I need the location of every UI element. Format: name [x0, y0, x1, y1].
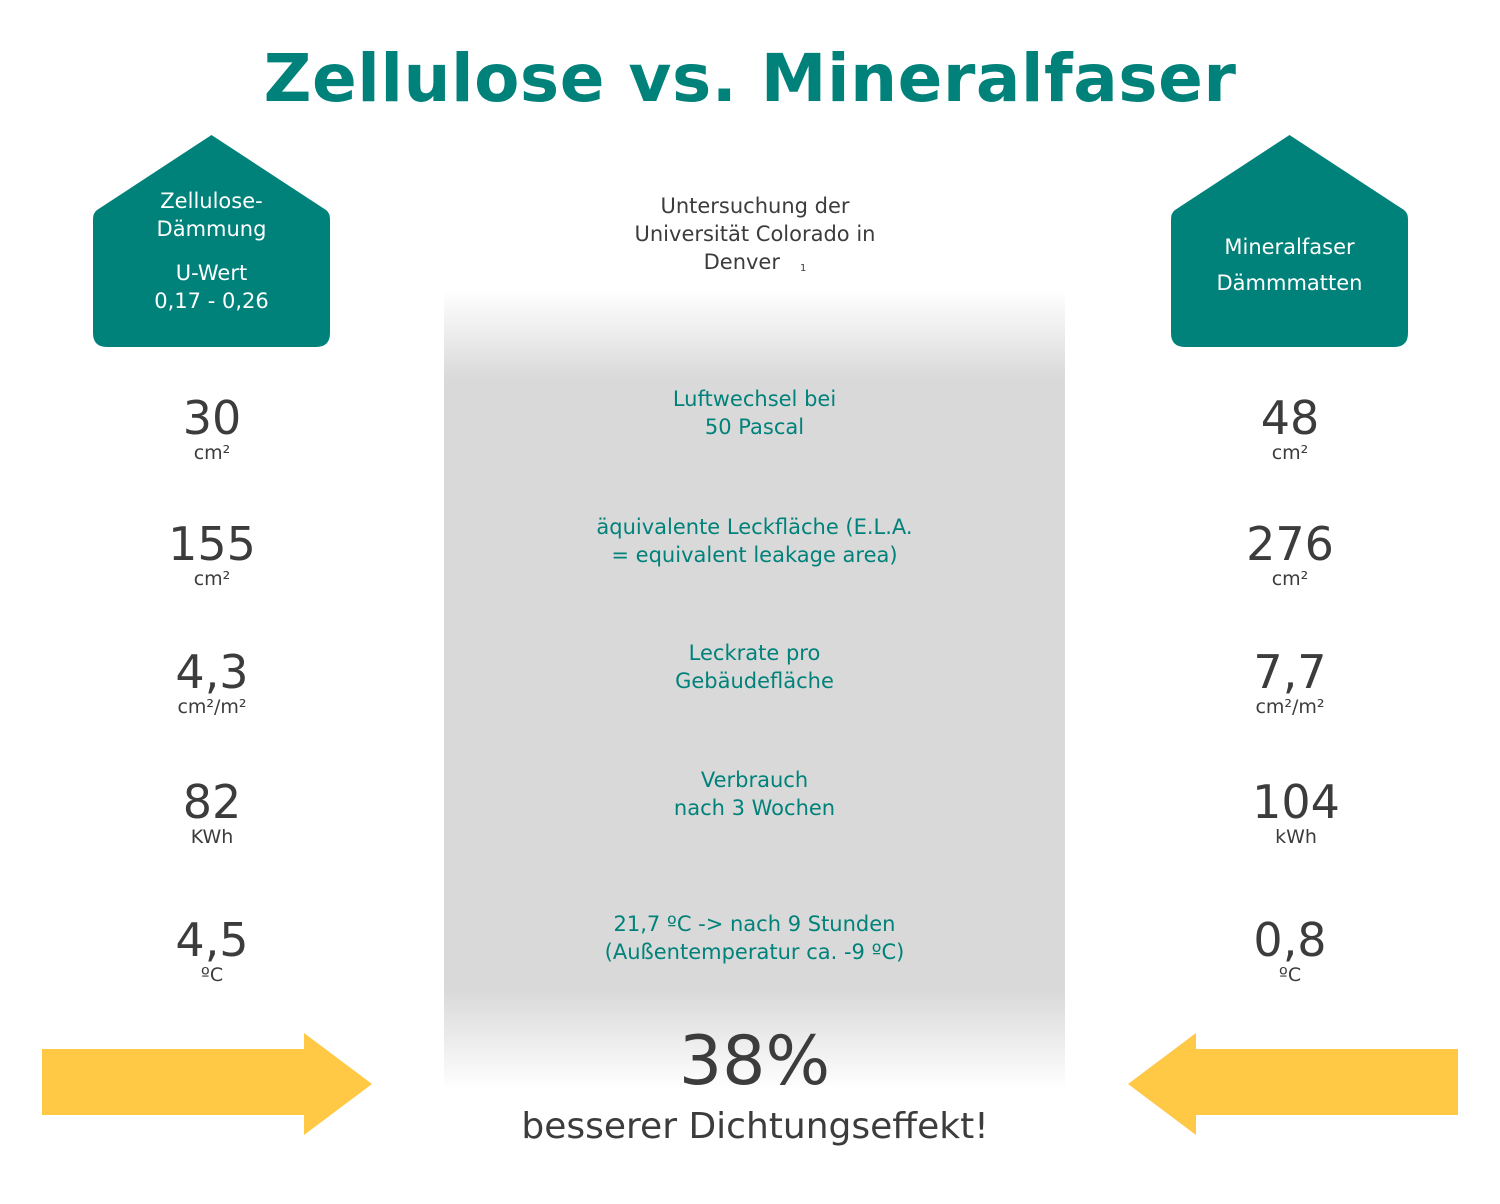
value-unit: cm²: [1271, 442, 1309, 464]
label-line1: Verbrauch: [700, 768, 809, 792]
value-unit: cm²: [193, 442, 231, 464]
label-line1: Leckrate pro: [688, 641, 821, 665]
value-number: 7,7: [1253, 645, 1327, 699]
house-label-line1: Mineralfaser: [1224, 235, 1355, 259]
right-value-row4: 104 kWh: [1196, 777, 1396, 847]
label-line2: nach 3 Wochen: [673, 796, 836, 820]
label-line1: Luftwechsel bei: [672, 387, 837, 411]
label-line2: = equivalent leakage area): [611, 543, 898, 567]
arrow-left-icon: [1128, 1033, 1458, 1135]
value-number: 48: [1260, 391, 1320, 445]
comparison-panel: [444, 290, 1065, 1090]
left-value-row2: 155 cm²: [112, 519, 312, 589]
result-claim: besserer Dichtungseffekt!: [521, 1106, 989, 1147]
left-value-row5: 4,5 ºC: [112, 915, 312, 985]
row-label-leckrate: Leckrate pro Gebäudefläche: [444, 639, 1065, 695]
source-line2: Universität Colorado in: [634, 222, 876, 246]
right-value-row5: 0,8 ºC: [1190, 915, 1390, 985]
left-value-row3: 4,3 cm²/m²: [112, 647, 312, 717]
row-label-temperatur: 21,7 ºC -> nach 9 Stunden (Außentemperat…: [444, 910, 1065, 966]
value-number: 276: [1246, 517, 1334, 571]
value-number: 4,5: [175, 913, 249, 967]
value-unit: cm²: [193, 568, 231, 590]
page-title: Zellulose vs. Mineralfaser: [263, 40, 1237, 117]
value-number: 82: [182, 775, 242, 829]
row-label-luftwechsel: Luftwechsel bei 50 Pascal: [444, 385, 1065, 441]
row-label-leckflaeche: äquivalente Leckfläche (E.L.A. = equival…: [444, 513, 1065, 569]
value-number: 155: [168, 517, 256, 571]
value-number: 4,3: [175, 645, 249, 699]
source-note: Untersuchung der Universität Colorado in…: [600, 192, 910, 283]
arrow-right-icon: [42, 1033, 372, 1135]
label-line2: (Außentemperatur ca. -9 ºC): [604, 940, 905, 964]
house-label-line2: Dämmung: [156, 217, 267, 241]
value-unit: ºC: [1278, 964, 1302, 986]
house-card-mineralfaser: Mineralfaser Dämmmatten: [1171, 133, 1408, 347]
result-percent: 38%: [678, 1022, 831, 1101]
value-unit: KWh: [190, 826, 234, 848]
house-label-line3: U-Wert: [175, 261, 248, 285]
row-label-verbrauch: Verbrauch nach 3 Wochen: [444, 766, 1065, 822]
house-card-zellulose: Zellulose- Dämmung U-Wert 0,17 - 0,26: [93, 133, 330, 347]
value-unit: cm²/m²: [177, 696, 247, 718]
label-line2: Gebäudefläche: [675, 669, 834, 693]
value-unit: cm²: [1271, 568, 1309, 590]
house-label-line1: Zellulose-: [160, 189, 263, 213]
value-unit: kWh: [1275, 826, 1317, 848]
label-line1: äquivalente Leckfläche (E.L.A.: [596, 515, 913, 539]
value-unit: cm²/m²: [1255, 696, 1325, 718]
house-icon: [1171, 135, 1408, 347]
house-label-line2: Dämmmatten: [1216, 271, 1363, 295]
source-line3: Denver: [703, 250, 780, 274]
label-line2: 50 Pascal: [704, 415, 805, 439]
left-value-row1: 30 cm²: [112, 393, 312, 463]
left-value-row4: 82 KWh: [112, 777, 312, 847]
value-number: 0,8: [1253, 913, 1327, 967]
house-icon: [93, 135, 330, 347]
footnote-marker: 1: [800, 263, 807, 274]
right-value-row3: 7,7 cm²/m²: [1190, 647, 1390, 717]
value-number: 104: [1252, 775, 1340, 829]
right-value-row2: 276 cm²: [1190, 519, 1390, 589]
source-line1: Untersuchung der: [660, 194, 850, 218]
value-unit: ºC: [200, 964, 224, 986]
house-label-line4: 0,17 - 0,26: [154, 289, 269, 313]
value-number: 30: [182, 391, 242, 445]
label-line1: 21,7 ºC -> nach 9 Stunden: [613, 912, 896, 936]
right-value-row1: 48 cm²: [1190, 393, 1390, 463]
